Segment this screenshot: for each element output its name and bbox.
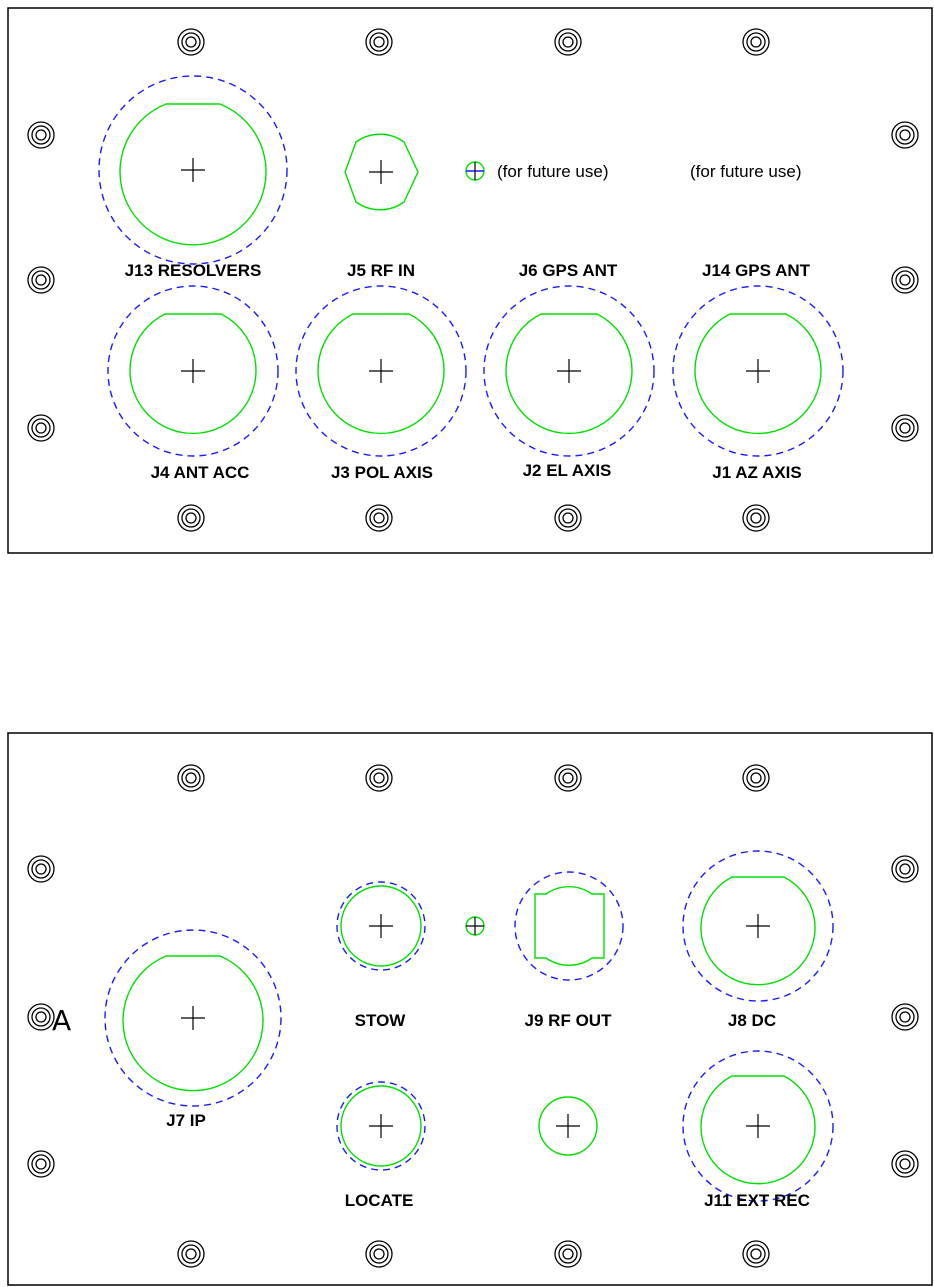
connector-stow: [336, 881, 426, 971]
mounting-bolt-icon: [365, 764, 393, 792]
bottom-panel-outline: [7, 732, 933, 1286]
connector-body: [505, 313, 633, 435]
connector-body: [340, 885, 422, 967]
clearance-outline: [98, 75, 288, 265]
future-use-note: (for future use): [690, 162, 802, 181]
connector-label-j14: J14 GPS ANT: [702, 261, 811, 280]
connector-label-j13: J13 RESOLVERS: [125, 261, 262, 280]
connector-j8-dc: [682, 850, 834, 1002]
connector-body: [344, 133, 419, 211]
connector-label-j7: J7 IP: [166, 1111, 206, 1130]
clearance-outline: [336, 1081, 426, 1171]
clearance-outline: [295, 285, 467, 457]
mounting-bolt-icon: [27, 266, 55, 294]
bottom-panel-bolts: [27, 764, 919, 1268]
connector-j9-rf-out: [514, 871, 624, 981]
mounting-bolt-icon: [554, 504, 582, 532]
top-panel-outline: [7, 7, 933, 554]
top-panel: J13 RESOLVERS J5 RF IN (for future use) …: [7, 7, 933, 554]
connector-body: [317, 313, 445, 435]
mounting-bolt-icon: [742, 28, 770, 56]
mounting-bolt-icon: [177, 504, 205, 532]
mounting-bolt-icon: [365, 1240, 393, 1268]
connector-body: [534, 886, 605, 966]
clearance-outline: [336, 881, 426, 971]
clearance-outline: [514, 871, 624, 981]
connector-j7-ip: [104, 929, 282, 1107]
connector-unlabeled: [538, 1096, 598, 1156]
small-port-icon: [465, 916, 485, 936]
connector-body: [340, 1085, 422, 1167]
connector-label-j1: J1 AZ AXIS: [712, 463, 801, 482]
mounting-bolt-icon: [891, 121, 919, 149]
mounting-bolt-icon: [27, 121, 55, 149]
connector-body: [119, 103, 267, 246]
mounting-bolt-icon: [554, 28, 582, 56]
mounting-bolt-icon: [891, 1150, 919, 1178]
clearance-outline: [104, 929, 282, 1107]
connector-label-j8: J8 DC: [728, 1011, 776, 1030]
connector-label-j2: J2 EL AXIS: [523, 461, 612, 480]
mounting-bolt-icon: [27, 855, 55, 883]
connector-body: [538, 1096, 598, 1156]
connector-label-j9: J9 RF OUT: [525, 1011, 613, 1030]
connector-j4-ant-acc: [107, 285, 279, 457]
connector-body: [694, 313, 822, 435]
connector-label-j3: J3 POL AXIS: [331, 463, 433, 482]
mounting-bolt-icon: [27, 1003, 55, 1031]
clearance-outline: [107, 285, 279, 457]
mounting-bolt-icon: [742, 764, 770, 792]
mounting-bolt-icon: [177, 28, 205, 56]
mounting-bolt-icon: [27, 414, 55, 442]
mounting-bolt-icon: [177, 1240, 205, 1268]
connector-label-j6: J6 GPS ANT: [519, 261, 618, 280]
connector-label-stow: STOW: [355, 1011, 407, 1030]
connector-j3-pol-axis: [295, 285, 467, 457]
clearance-outline: [483, 285, 655, 457]
connector-label-j11: J11 EXT REC: [704, 1191, 810, 1210]
mounting-bolt-icon: [742, 504, 770, 532]
clearance-outline: [682, 1050, 834, 1202]
mounting-bolt-icon: [891, 414, 919, 442]
connector-body: [122, 955, 264, 1092]
clearance-outline: [672, 285, 844, 457]
mounting-bolt-icon: [891, 1003, 919, 1031]
connector-j13-resolvers: [98, 75, 288, 265]
mounting-bolt-icon: [365, 28, 393, 56]
mounting-bolt-icon: [554, 764, 582, 792]
connector-label-j4: J4 ANT ACC: [151, 463, 250, 482]
connector-body: [700, 1075, 816, 1185]
future-use-note: (for future use): [497, 162, 609, 181]
connector-j2-el-axis: [483, 285, 655, 457]
connector-j11-ext-rec: [682, 1050, 834, 1202]
mounting-bolt-icon: [554, 1240, 582, 1268]
section-marker: A: [52, 1004, 71, 1037]
mounting-bolt-icon: [742, 1240, 770, 1268]
bottom-panel: A J7 IP STOW J9 RF OUT: [7, 732, 933, 1286]
mounting-bolt-icon: [27, 1150, 55, 1178]
clearance-outline: [682, 850, 834, 1002]
connector-body: [129, 313, 257, 435]
future-use-port-icon: [465, 161, 485, 181]
connector-label-j5: J5 RF IN: [347, 261, 415, 280]
top-panel-bolts: [27, 28, 919, 532]
connector-j5-rf-in: [344, 133, 419, 211]
connector-j1-az-axis: [672, 285, 844, 457]
mounting-bolt-icon: [891, 266, 919, 294]
mounting-bolt-icon: [891, 855, 919, 883]
connector-locate: [336, 1081, 426, 1171]
mounting-bolt-icon: [177, 764, 205, 792]
connector-label-locate: LOCATE: [345, 1191, 414, 1210]
mounting-bolt-icon: [365, 504, 393, 532]
connector-body: [700, 876, 816, 986]
